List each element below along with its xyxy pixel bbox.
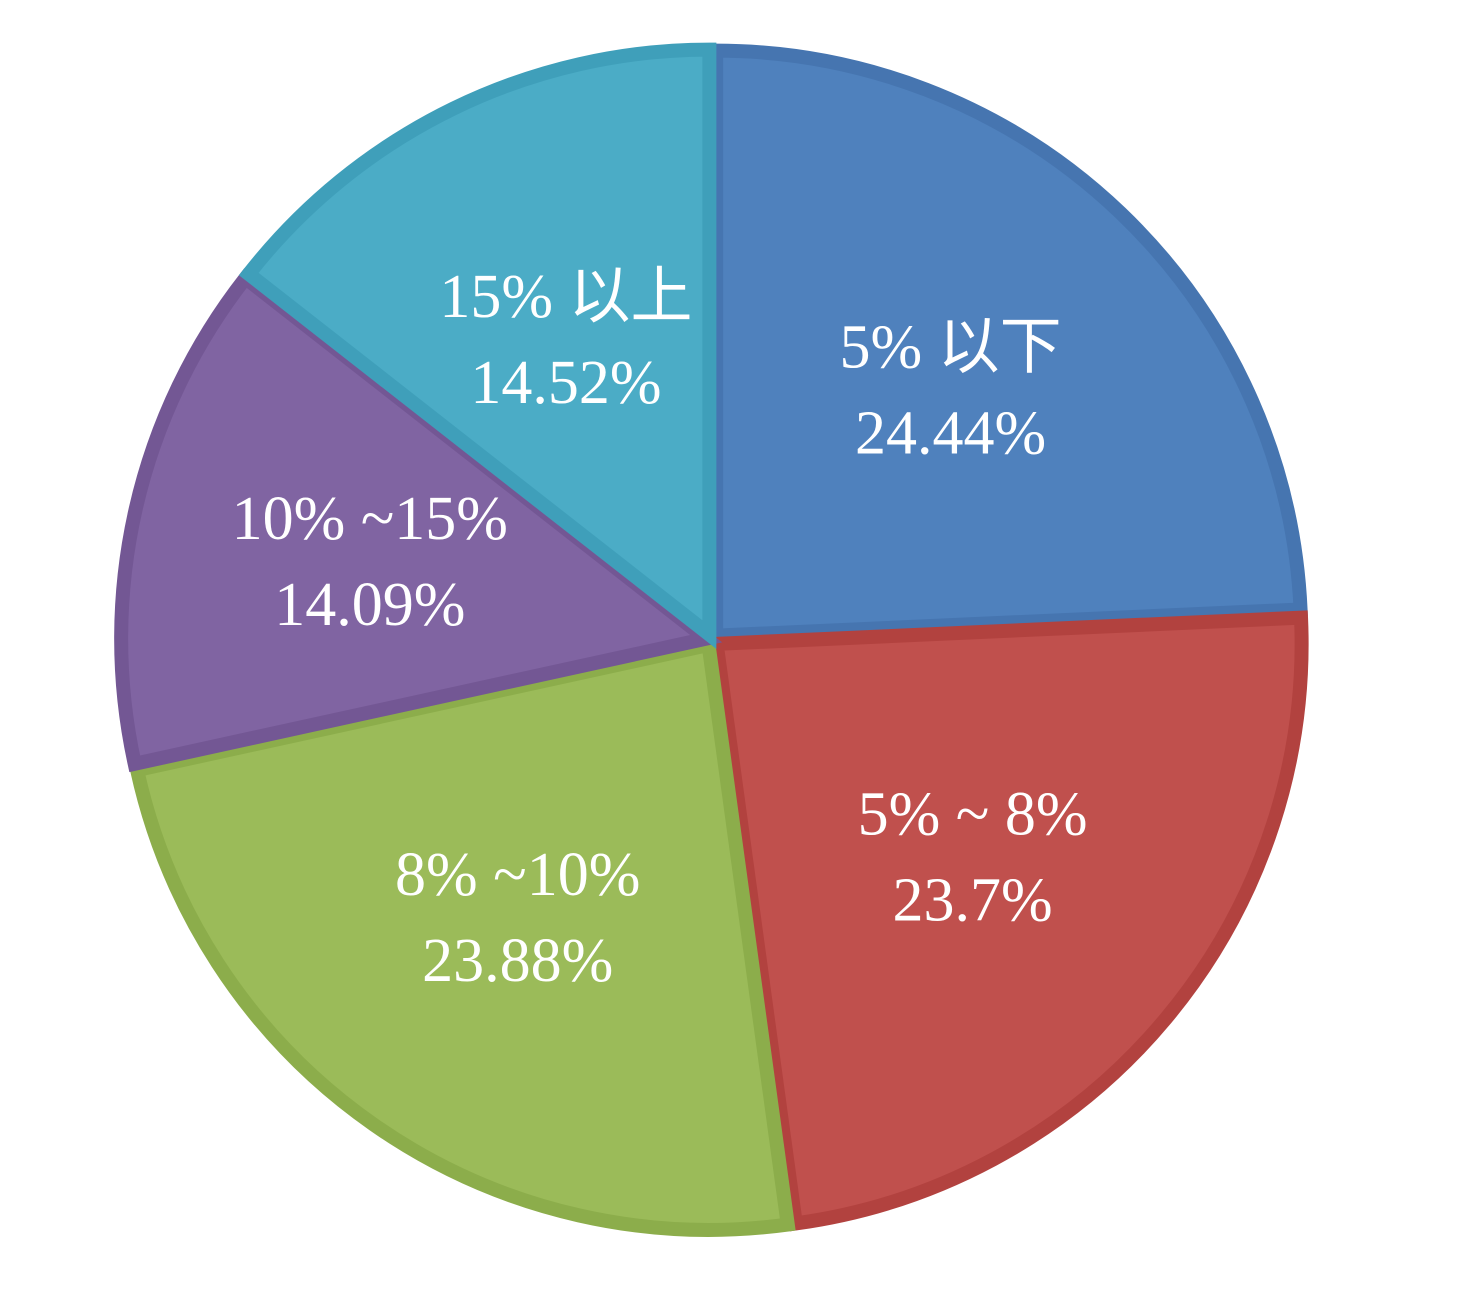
slice-category-label: 5% ~ 8% <box>858 780 1088 848</box>
slice-category-label: 10% ~15% <box>232 485 508 553</box>
pie-slice <box>238 42 717 649</box>
slice-category-label: 15% 以上 <box>439 263 692 331</box>
pie-slice <box>114 268 723 773</box>
slice-category-label: 8% ~10% <box>395 841 640 909</box>
slice-category-label: 5% 以下 <box>839 314 1061 382</box>
slice-value-label: 24.44% <box>855 400 1046 468</box>
slices-layer <box>114 42 1309 1237</box>
slice-value-label: 14.09% <box>274 571 465 639</box>
slice-value-label: 23.7% <box>893 866 1053 934</box>
slice-value-label: 14.52% <box>470 349 661 417</box>
pie-slice <box>709 43 1308 643</box>
slice-value-label: 23.88% <box>422 927 613 995</box>
pie-slice <box>128 636 796 1237</box>
pie-slice <box>708 610 1309 1232</box>
labels-layer: 5% 以下 24.44% 5% ~ 8% 23.7% 8% ~10% 23.88% 10% … <box>232 263 1088 995</box>
